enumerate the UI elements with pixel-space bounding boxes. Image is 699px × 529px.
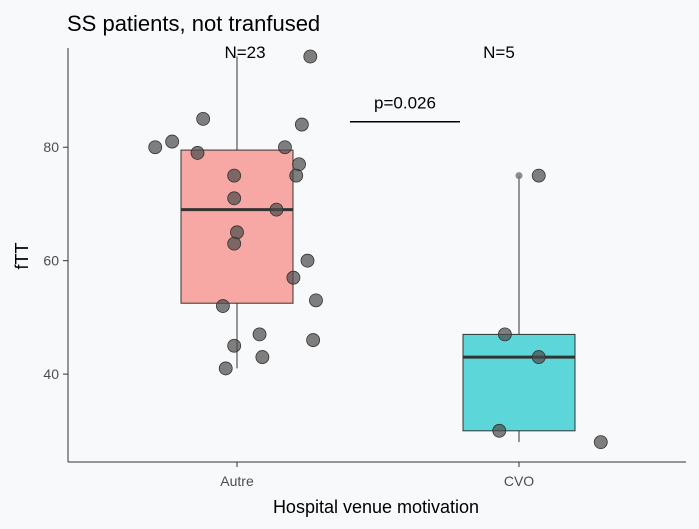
data-point <box>278 140 292 155</box>
data-point <box>292 157 306 172</box>
data-point <box>531 168 546 183</box>
data-point <box>227 191 242 206</box>
n-label: N=5 <box>483 43 515 62</box>
box-group-autre: N=23 <box>148 43 323 376</box>
outlier-point <box>515 172 523 180</box>
x-axis-title: Hospital venue motivation <box>273 497 479 517</box>
data-point <box>289 168 304 183</box>
n-label: N=23 <box>224 43 265 62</box>
y-tick-label: 60 <box>43 253 59 269</box>
data-point <box>286 270 301 285</box>
y-axis-ticks: 40 60 80 <box>43 139 68 382</box>
data-point <box>255 350 270 364</box>
data-point <box>303 49 318 64</box>
data-point <box>165 134 180 149</box>
p-value-label: p=0.026 <box>374 94 436 113</box>
data-point <box>593 435 608 450</box>
y-tick-label: 80 <box>43 139 59 155</box>
box-group-cvo: N=5 <box>462 43 608 450</box>
data-point <box>148 140 163 155</box>
data-point <box>215 299 230 313</box>
box <box>462 333 576 432</box>
data-point <box>252 327 267 342</box>
data-point <box>230 225 244 240</box>
data-point <box>269 202 284 217</box>
data-point <box>227 168 242 183</box>
data-point <box>227 338 242 353</box>
data-point <box>294 117 309 132</box>
chart-title: SS patients, not tranfused <box>67 11 320 36</box>
plot-area: N=23 N=5 p=0.026 <box>148 43 608 450</box>
data-point <box>492 423 507 438</box>
data-point <box>196 111 211 126</box>
data-point <box>309 293 323 308</box>
data-point <box>190 146 205 160</box>
x-axis-ticks: Autre CVO <box>220 462 534 489</box>
y-axis-title: fTT <box>12 243 32 270</box>
data-point <box>227 236 242 251</box>
data-point <box>300 253 315 268</box>
x-tick-label: Autre <box>220 473 254 489</box>
data-point <box>531 350 546 364</box>
y-tick-label: 40 <box>43 366 59 382</box>
data-point <box>306 333 321 347</box>
x-tick-label: CVO <box>504 473 534 489</box>
data-point <box>218 361 233 376</box>
data-point <box>497 327 512 342</box>
